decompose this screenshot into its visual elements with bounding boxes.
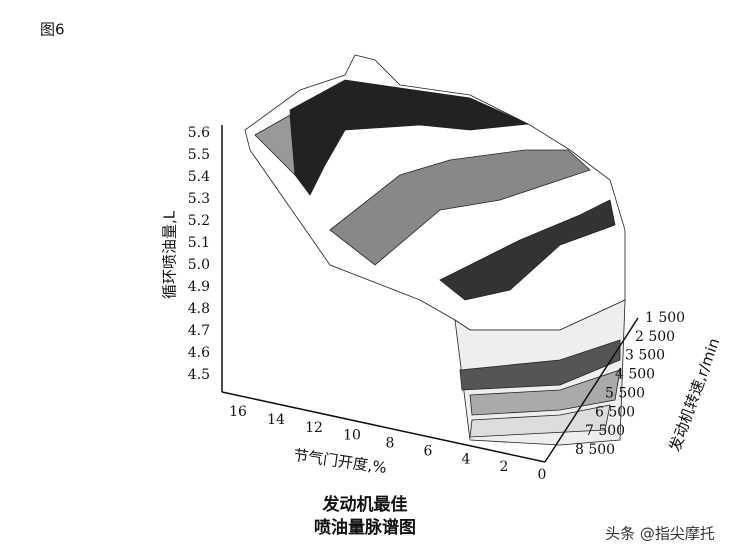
z-tick-label: 5.0 — [188, 257, 210, 273]
y-tick-label: 7 500 — [585, 423, 625, 439]
caption-line: 发动机最佳 — [322, 494, 408, 515]
x-tick-label: 2 — [500, 459, 509, 475]
y-tick-label: 2 500 — [635, 329, 675, 345]
y-tick-label: 4 500 — [615, 367, 655, 383]
z-axis-label: 循环喷油量,L — [161, 210, 179, 299]
x-tick-label: 6 — [424, 443, 433, 459]
x-tick-label: 16 — [229, 404, 247, 420]
y-tick-label: 5 500 — [605, 385, 645, 401]
z-tick-label: 5.3 — [188, 191, 210, 207]
z-tick-label: 4.6 — [188, 345, 210, 361]
x-tick-label: 14 — [267, 412, 285, 428]
z-tick-label: 5.2 — [188, 213, 210, 229]
z-tick-label: 5.5 — [188, 147, 210, 163]
surface — [244, 54, 626, 446]
axes — [221, 125, 639, 463]
y-tick-label: 1 500 — [645, 310, 685, 326]
watermark: 头条 @指尖摩托 — [605, 525, 715, 543]
z-tick-label: 4.8 — [188, 301, 210, 317]
z-tick-label: 5.1 — [188, 235, 210, 251]
z-tick-label: 4.5 — [188, 367, 210, 383]
figure-label: 图6 — [40, 21, 65, 39]
y-tick-label: 6 500 — [595, 404, 635, 420]
x-tick-label: 8 — [386, 436, 395, 452]
y-tick-label: 3 500 — [625, 348, 665, 364]
z-tick-label: 4.9 — [188, 279, 210, 295]
x-tick-label: 10 — [343, 428, 361, 444]
x-tick-label: 12 — [305, 420, 323, 436]
x-tick-label: 4 — [462, 451, 471, 467]
caption-line: 喷油量脉谱图 — [314, 517, 416, 538]
y-tick-label: 8 500 — [575, 442, 615, 458]
z-tick-label: 5.4 — [188, 169, 210, 185]
z-tick-label: 4.7 — [188, 323, 210, 339]
x-tick-label: 0 — [538, 467, 547, 483]
z-tick-label: 5.6 — [188, 125, 210, 141]
